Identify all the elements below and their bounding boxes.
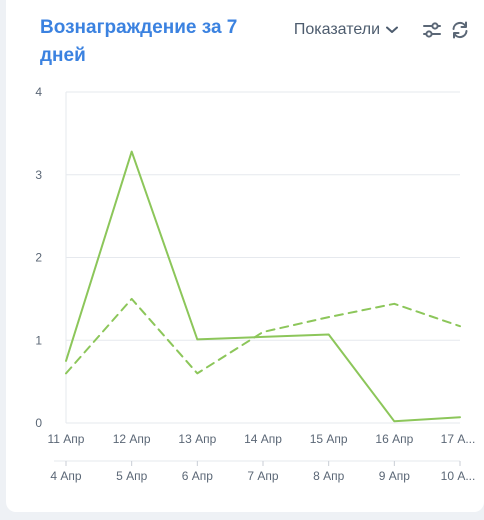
x-tick-label-secondary: 7 Апр xyxy=(247,469,279,483)
x-tick-label-primary: 12 Апр xyxy=(113,432,151,446)
y-tick-label: 1 xyxy=(35,333,42,347)
x-tick-label-secondary: 8 Апр xyxy=(313,469,345,483)
x-tick-label-primary: 15 Апр xyxy=(310,432,348,446)
y-tick-label: 4 xyxy=(35,85,42,99)
series-line-solid xyxy=(66,152,460,422)
y-tick-label: 0 xyxy=(35,416,42,430)
x-tick-label-primary: 17 А... xyxy=(441,432,476,446)
x-tick-label-primary: 11 Апр xyxy=(48,432,85,446)
x-tick-label-secondary: 6 Апр xyxy=(182,469,214,483)
x-tick-label-secondary: 10 А... xyxy=(441,469,476,483)
x-tick-label-secondary: 4 Апр xyxy=(50,469,82,483)
x-tick-label-primary: 16 Апр xyxy=(375,432,413,446)
x-tick-label-primary: 14 Апр xyxy=(244,432,282,446)
x-tick-label-primary: 13 Апр xyxy=(178,432,216,446)
x-tick-label-secondary: 5 Апр xyxy=(116,469,148,483)
y-tick-label: 3 xyxy=(35,168,42,182)
y-tick-label: 2 xyxy=(35,251,42,265)
x-tick-label-secondary: 9 Апр xyxy=(379,469,411,483)
